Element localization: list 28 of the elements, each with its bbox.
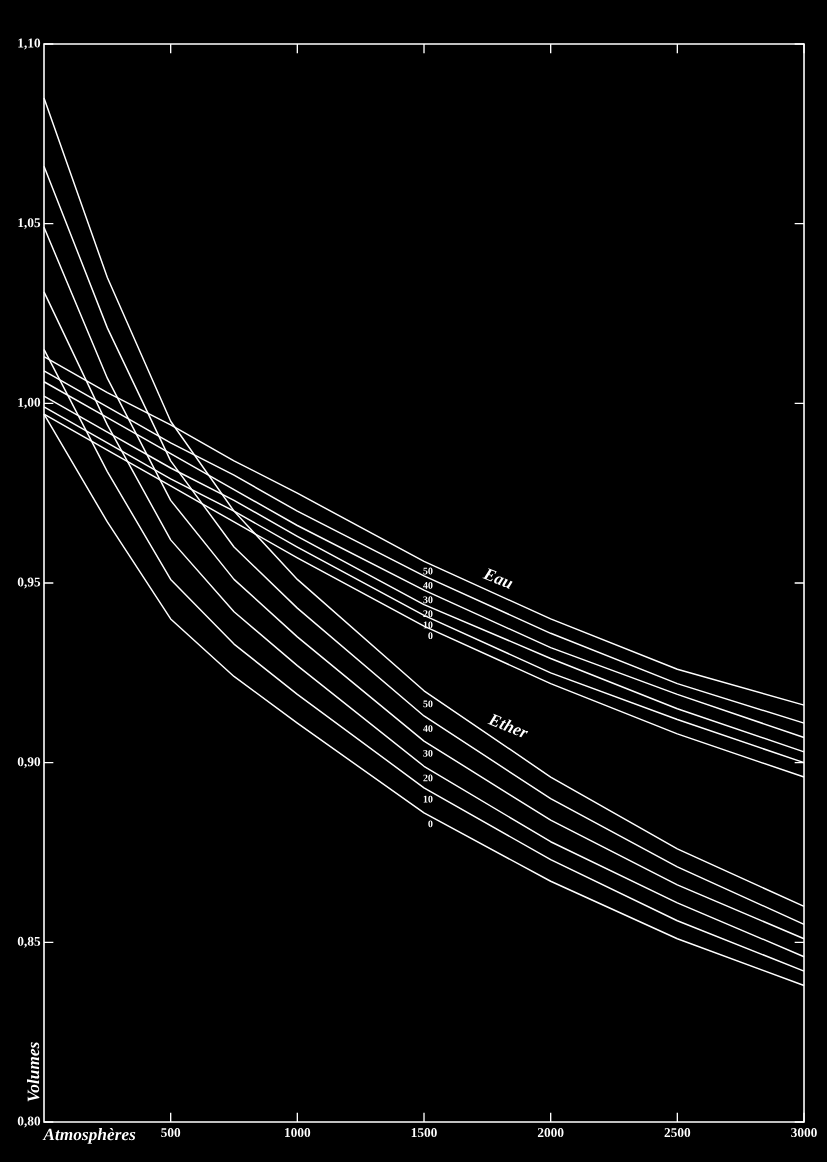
y-tick-label: 1,05 xyxy=(18,218,41,230)
y-tick-label: 0,80 xyxy=(17,1116,41,1128)
x-tick-label: 1500 xyxy=(411,1128,437,1138)
y-tick-label: 0,90 xyxy=(17,757,41,769)
y-tick-label: 1,00 xyxy=(18,397,41,409)
series-label: 50 xyxy=(423,567,433,575)
x-tick-label: 2500 xyxy=(664,1128,691,1138)
series-label: 40 xyxy=(423,725,433,732)
annotation: Ether xyxy=(487,713,529,738)
series-label: 0 xyxy=(428,632,433,640)
series-label: 20 xyxy=(423,774,433,782)
series-label: 0 xyxy=(428,820,433,828)
x-tick-label: 1000 xyxy=(285,1128,311,1138)
series-label: 10 xyxy=(423,795,433,803)
y-tick-label: 0,85 xyxy=(17,936,41,948)
x-tick-label: 2000 xyxy=(537,1128,564,1138)
series-label: 40 xyxy=(423,582,433,589)
series-label: 30 xyxy=(423,596,433,604)
y-tick-label: 0,95 xyxy=(17,577,41,589)
series-label: 50 xyxy=(423,700,433,708)
x-axis-title: Atmosphères xyxy=(42,1128,136,1144)
y-axis-title: Volumes xyxy=(27,1042,40,1102)
annotation: Eau xyxy=(482,568,513,589)
series-label: 10 xyxy=(423,621,433,629)
series-label: 30 xyxy=(423,749,433,757)
y-tick-label: 1,10 xyxy=(18,38,41,50)
x-tick-label: 500 xyxy=(161,1128,181,1138)
x-tick-label: 3000 xyxy=(791,1128,817,1138)
